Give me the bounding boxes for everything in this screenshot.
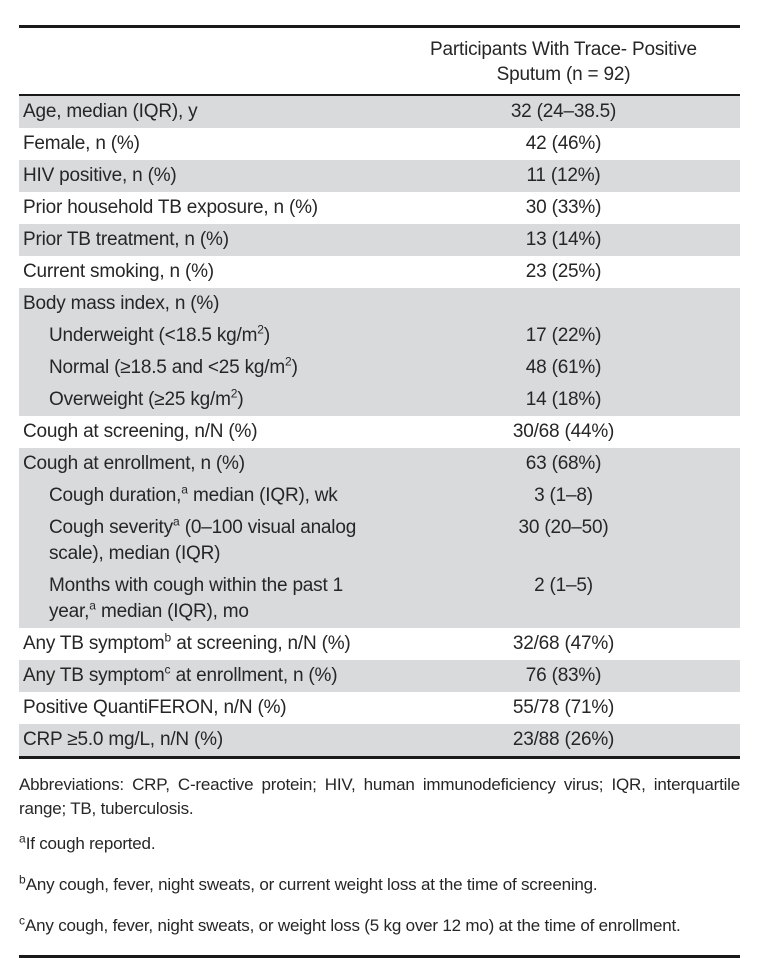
row-label: Cough at screening, n/N (%) — [23, 421, 258, 442]
row-label: Prior TB treatment, n (%) — [23, 229, 229, 250]
row-value: 63 (68%) — [525, 453, 602, 474]
row-value: 48 (61%) — [525, 357, 602, 378]
row-value: 42 (46%) — [525, 133, 602, 154]
table-row: Current smoking, n (%) 23 (25%) — [19, 256, 740, 288]
row-label: Cough duration,a median (IQR), wk — [49, 482, 338, 506]
footnote: bAny cough, fever, night sweats, or curr… — [19, 872, 598, 894]
table-row: Any TB symptomb at screening, n/N (%) 32/… — [19, 628, 740, 660]
table-row: Cough severitya (0–100 visual analog sca… — [19, 512, 740, 570]
row-value: 30/68 (44%) — [512, 421, 615, 442]
row-label: Overweight (≥25 kg/m2) — [49, 386, 244, 410]
footnotes: Abbreviations: CRP, C-reactive protein; … — [19, 759, 740, 938]
row-value: 23 (25%) — [525, 261, 602, 282]
row-label: Cough severitya (0–100 visual analog sca… — [49, 514, 357, 564]
superscript-marker: 2 — [230, 386, 238, 401]
row-label: Prior household TB exposure, n (%) — [23, 197, 318, 218]
row-value: 30 (20–50) — [518, 517, 609, 538]
row-value: 13 (14%) — [525, 229, 602, 250]
table-row: Cough at enrollment, n (%) 63 (68%) — [19, 448, 740, 480]
table-row: Positive QuantiFERON, n/N (%) 55/78 (71%) — [19, 692, 740, 724]
table-row: HIV positive, n (%) 11 (12%) — [19, 160, 740, 192]
table-row: Female, n (%) 42 (46%) — [19, 128, 740, 160]
row-value: 30 (33%) — [525, 197, 602, 218]
column-header: Participants With Trace- Positive Sputum… — [19, 28, 740, 94]
column-header-line2: Sputum (n = 92) — [496, 64, 631, 85]
column-header-line1: Participants With Trace- Positive — [430, 39, 697, 60]
row-label: Body mass index, n (%) — [23, 293, 220, 314]
table-row: Normal (≥18.5 and <25 kg/m2) 48 (61%) — [19, 352, 740, 384]
row-label: HIV positive, n (%) — [23, 165, 177, 186]
superscript-marker: a — [181, 482, 188, 497]
table-row: Age, median (IQR), y 32 (24–38.5) — [19, 96, 740, 128]
superscript-marker: b — [164, 630, 172, 645]
superscript-marker: 2 — [284, 354, 292, 369]
header-rule — [19, 94, 740, 96]
row-label: Any TB symptomb at screening, n/N (%) — [23, 630, 351, 654]
superscript-marker: 2 — [257, 322, 264, 337]
superscript-marker: a — [89, 598, 96, 613]
row-value: 14 (18%) — [525, 389, 602, 410]
column-header-text: Participants With Trace- Positive Sputum… — [387, 37, 740, 87]
participants-table: Participants With Trace- Positive Sputum… — [19, 25, 740, 958]
row-value: 55/78 (71%) — [512, 697, 615, 718]
row-value: 17 (22%) — [525, 325, 602, 346]
row-value: 76 (83%) — [525, 665, 602, 686]
row-value: 2 (1–5) — [534, 575, 593, 596]
table-row: Body mass index, n (%) — [19, 288, 740, 320]
footnote: aIf cough reported. — [19, 831, 156, 853]
row-value: 11 (12%) — [526, 165, 601, 186]
footnote-list: aIf cough reported. bAny cough, fever, ni… — [19, 832, 740, 938]
superscript-marker: a — [19, 831, 26, 846]
row-value: 23/88 (26%) — [512, 729, 615, 750]
superscript-marker: b — [19, 872, 26, 887]
superscript-marker: c — [19, 913, 25, 928]
abbreviations-note: Abbreviations: CRP, C-reactive protein; … — [19, 775, 740, 818]
table-row: Prior household TB exposure, n (%) 30 (33… — [19, 192, 740, 224]
table-row: Cough duration,a median (IQR), wk 3 (1–8) — [19, 480, 740, 512]
body-bottom-rule — [19, 756, 740, 759]
row-label: Current smoking, n (%) — [23, 261, 214, 282]
row-label: Normal (≥18.5 and <25 kg/m2) — [49, 354, 298, 378]
table-row: Prior TB treatment, n (%) 13 (14%) — [19, 224, 740, 256]
table-row: Months with cough within the past 1 year… — [19, 570, 740, 628]
table-row: Any TB symptomc at enrollment, n (%) 76 (… — [19, 660, 740, 692]
row-value: 3 (1–8) — [534, 485, 593, 506]
row-label: Age, median (IQR), y — [23, 101, 198, 122]
row-value: 32/68 (47%) — [512, 633, 615, 654]
footnote: cAny cough, fever, night sweats, or weig… — [19, 913, 681, 935]
row-label: Any TB symptomc at enrollment, n (%) — [23, 662, 338, 686]
row-label: Female, n (%) — [23, 133, 140, 154]
table-row: Underweight (<18.5 kg/m2) 17 (22%) — [19, 320, 740, 352]
table-row: Overweight (≥25 kg/m2) 14 (18%) — [19, 384, 740, 416]
row-value: 32 (24–38.5) — [510, 101, 617, 122]
table-body: Age, median (IQR), y 32 (24–38.5) Female, … — [19, 96, 740, 756]
table-row: Cough at screening, n/N (%) 30/68 (44%) — [19, 416, 740, 448]
top-rule — [19, 25, 740, 28]
row-label: Underweight (<18.5 kg/m2) — [49, 322, 271, 346]
row-label: Cough at enrollment, n (%) — [23, 453, 245, 474]
superscript-marker: a — [172, 514, 180, 529]
row-label: Months with cough within the past 1 year… — [49, 575, 344, 622]
table-row: CRP ≥5.0 mg/L, n/N (%) 23/88 (26%) — [19, 724, 740, 756]
row-label: Positive QuantiFERON, n/N (%) — [23, 697, 287, 718]
superscript-marker: c — [164, 662, 171, 677]
row-label: CRP ≥5.0 mg/L, n/N (%) — [23, 729, 223, 750]
